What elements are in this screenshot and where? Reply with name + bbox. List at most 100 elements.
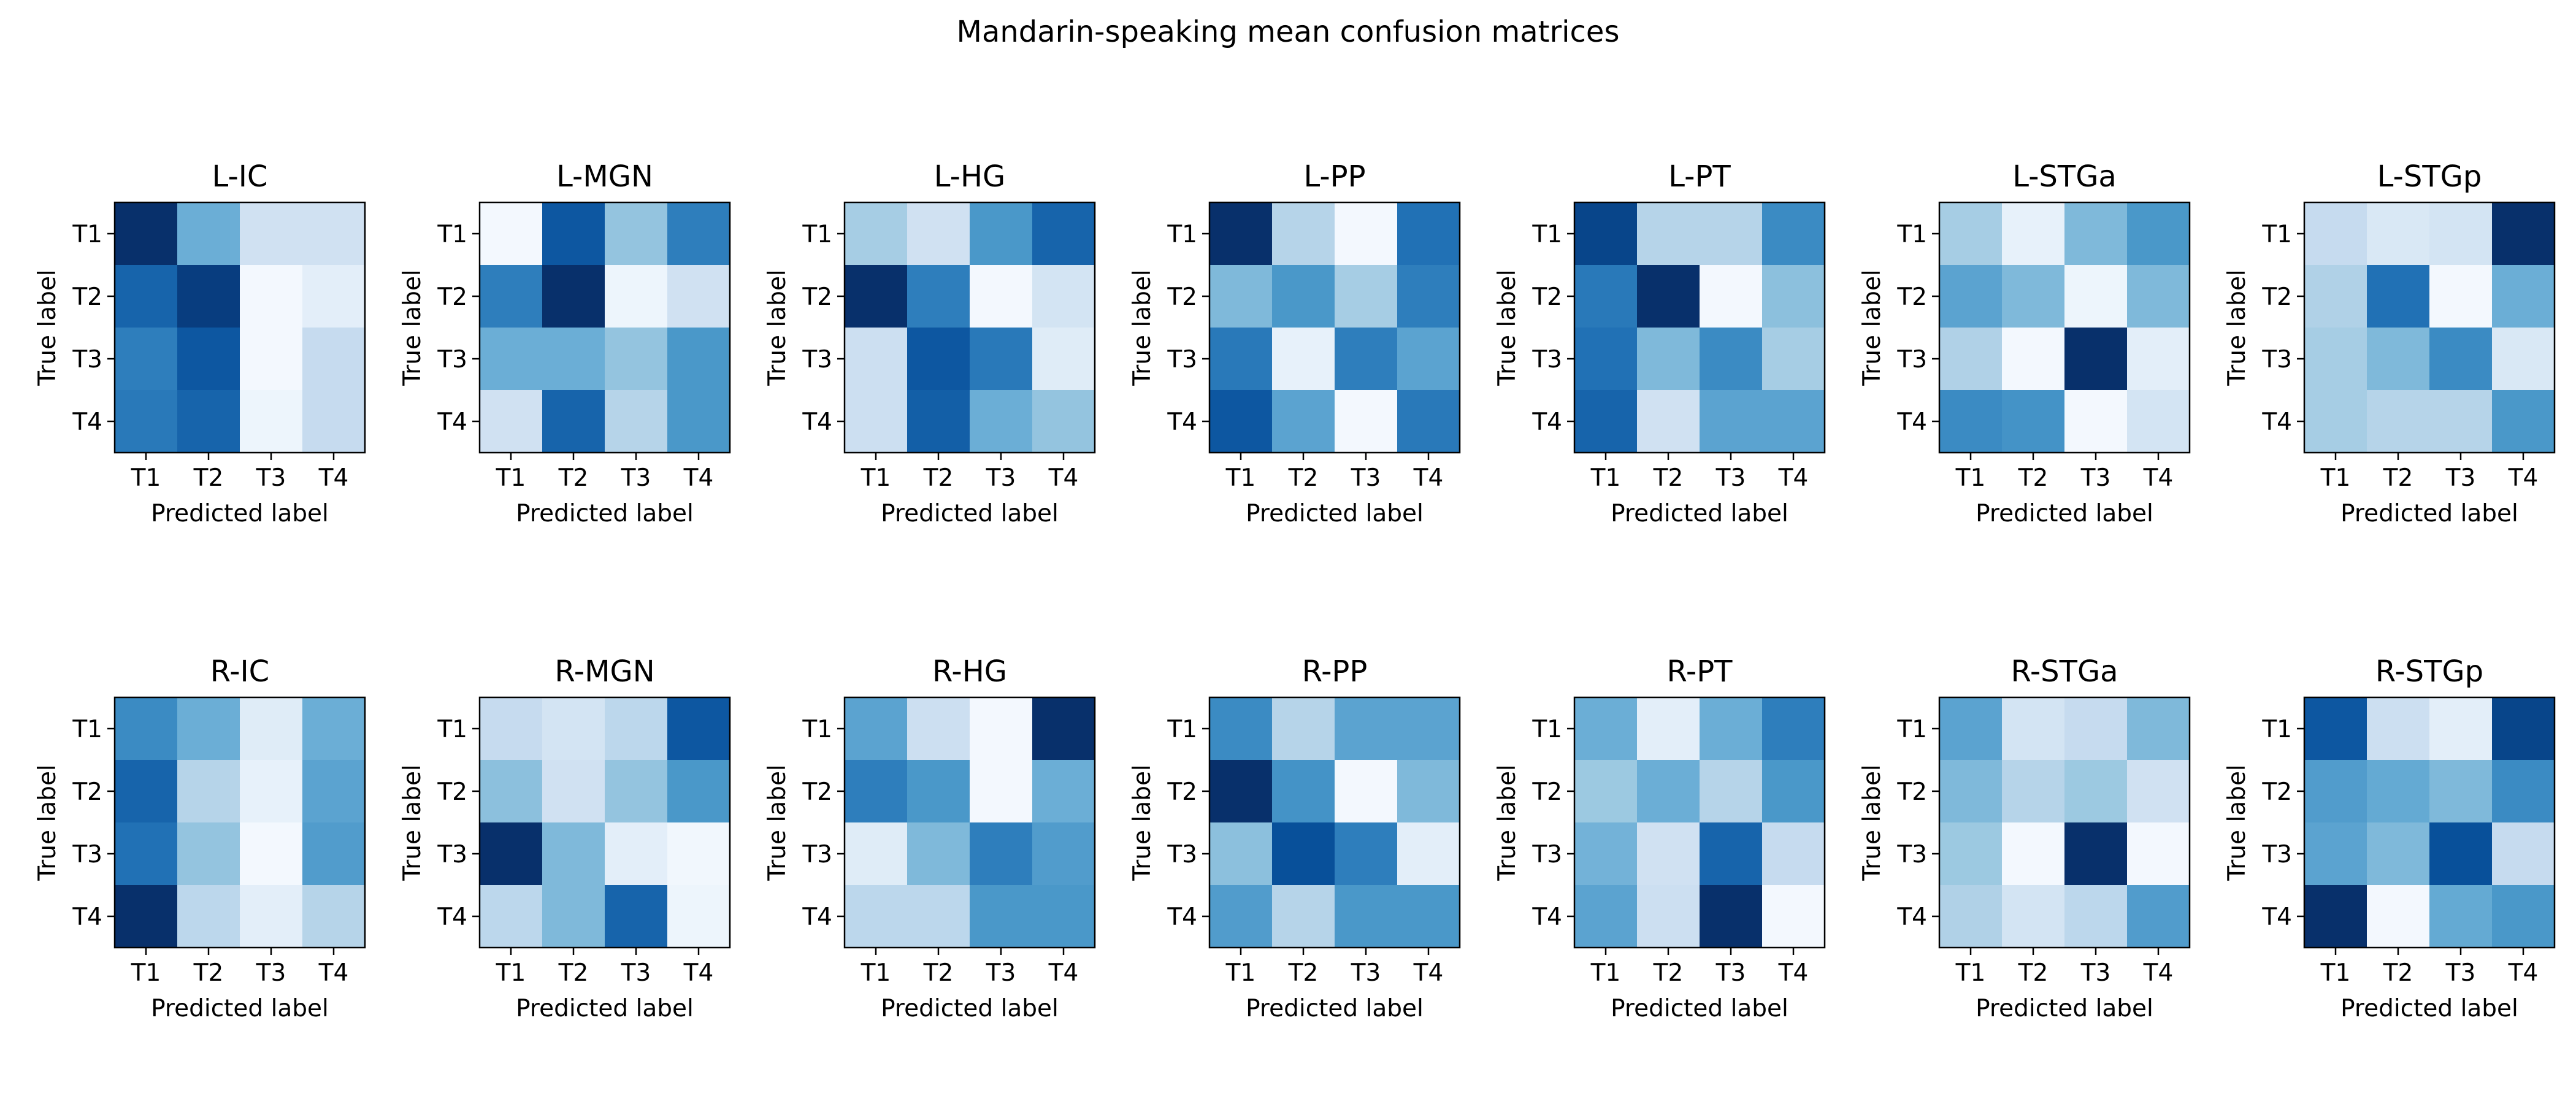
heatmap-cell xyxy=(1574,202,1638,266)
x-tick-label: T2 xyxy=(1288,959,1319,987)
x-tick-label: T3 xyxy=(1351,464,1381,492)
y-axis-label: True label xyxy=(2223,764,2251,881)
heatmap-cell xyxy=(2429,265,2493,328)
heatmap-cell xyxy=(1032,265,1095,328)
heatmap-cell xyxy=(480,328,543,391)
x-tick-label: T3 xyxy=(1351,959,1381,987)
panel-l-stga: L-STGa T1 T1 T2 T2 T3 T3 T4 T4 Predicted label Tru… xyxy=(1858,159,2191,527)
heatmap-cell xyxy=(1574,697,1638,761)
x-tick-label: T2 xyxy=(558,959,589,987)
heatmap-cell xyxy=(1637,390,1700,453)
heatmap-cell xyxy=(1939,328,2003,391)
heatmap-cell xyxy=(115,202,178,266)
heatmap-cell xyxy=(667,697,730,761)
y-tick-label: T3 xyxy=(1167,841,1197,868)
heatmap-cell xyxy=(667,202,730,266)
x-tick-label: T2 xyxy=(1288,464,1319,492)
x-tick-label: T2 xyxy=(923,464,954,492)
heatmap-cell xyxy=(1637,760,1700,823)
heatmap-cell xyxy=(1209,265,1273,328)
heatmap-cell xyxy=(845,822,908,886)
heatmap-cell xyxy=(1939,760,2003,823)
heatmap-cell xyxy=(1574,265,1638,328)
heatmap-cell xyxy=(970,885,1033,948)
y-tick-label: T4 xyxy=(1896,903,1927,931)
y-tick-label: T1 xyxy=(1167,716,1197,743)
y-tick-label: T3 xyxy=(1531,346,1562,374)
x-tick-label: T2 xyxy=(1653,959,1684,987)
y-tick-label: T1 xyxy=(72,221,102,248)
x-axis-label: Predicted label xyxy=(151,995,329,1022)
heatmap-cell xyxy=(2304,760,2367,823)
matrix-frame xyxy=(113,696,366,949)
panel-l-ic: L-IC T1 T1 T2 T2 T3 T3 T4 T4 Predicted label True … xyxy=(34,159,366,527)
heatmap-cell xyxy=(115,697,178,761)
heatmap-cell xyxy=(302,202,366,266)
x-tick-label: T1 xyxy=(861,464,891,492)
heatmap-cell xyxy=(2002,390,2065,453)
matrix-frame xyxy=(478,696,731,949)
y-tick-label: T2 xyxy=(72,778,102,806)
panel-title: L-STGa xyxy=(2012,159,2117,194)
heatmap-cell xyxy=(1700,760,1763,823)
x-tick-label: T1 xyxy=(131,464,161,492)
heatmap-cell xyxy=(1939,885,2003,948)
x-tick-label: T3 xyxy=(2080,959,2111,987)
heatmap-cell xyxy=(605,328,668,391)
x-axis-label: Predicted label xyxy=(881,995,1059,1022)
x-axis-label: Predicted label xyxy=(2340,995,2518,1022)
heatmap-cell xyxy=(2127,265,2190,328)
panel-r-mgn: R-MGN T1 T1 T2 T2 T3 T3 T4 T4 Predicted label True… xyxy=(399,654,731,1022)
x-tick-label: T3 xyxy=(1715,464,1746,492)
heatmap-cell xyxy=(970,390,1033,453)
heatmap-cell xyxy=(970,328,1033,391)
heatmap-cell xyxy=(1637,697,1700,761)
y-tick-label: T3 xyxy=(437,346,467,374)
x-tick-label: T4 xyxy=(1778,464,1809,492)
heatmap-cell xyxy=(177,697,240,761)
heatmap-cell xyxy=(1032,760,1095,823)
heatmap-cell xyxy=(1700,822,1763,886)
heatmap-cell xyxy=(302,760,366,823)
y-axis-label: True label xyxy=(1858,269,1886,386)
heatmap-cell xyxy=(542,822,605,886)
x-tick-label: T4 xyxy=(318,464,349,492)
heatmap-cell xyxy=(970,760,1033,823)
y-tick-label: T2 xyxy=(1896,283,1927,311)
heatmap-cell xyxy=(2492,328,2555,391)
y-tick-label: T1 xyxy=(802,716,832,743)
heatmap-cell xyxy=(2492,265,2555,328)
heatmap-cell xyxy=(2002,822,2065,886)
heatmap-cell xyxy=(2429,822,2493,886)
heatmap-cell xyxy=(542,760,605,823)
heatmap-cell xyxy=(1272,202,1335,266)
heatmap-cell xyxy=(480,760,543,823)
heatmap-cell xyxy=(2002,265,2065,328)
heatmap-cell xyxy=(1032,328,1095,391)
heatmap-cell xyxy=(970,202,1033,266)
heatmap-cell xyxy=(1209,760,1273,823)
y-tick-label: T3 xyxy=(1167,346,1197,374)
y-tick-label: T1 xyxy=(1531,716,1562,743)
y-axis-label: True label xyxy=(399,269,426,386)
y-tick-label: T2 xyxy=(2261,778,2292,806)
heatmap-cell xyxy=(2064,822,2128,886)
matrix-frame xyxy=(113,201,366,454)
x-tick-label: T1 xyxy=(2320,464,2351,492)
heatmap-cell xyxy=(1637,202,1700,266)
panel-r-stga: R-STGa T1 T1 T2 T2 T3 T3 T4 T4 Predicted label Tru… xyxy=(1858,654,2191,1022)
y-tick-label: T3 xyxy=(72,841,102,868)
heatmap-cell xyxy=(302,328,366,391)
panel-l-stgp: L-STGp T1 T1 T2 T2 T3 T3 T4 T4 Predicted label Tru… xyxy=(2223,159,2556,527)
heatmap-cell xyxy=(302,265,366,328)
panel-title: L-MGN xyxy=(556,159,653,194)
y-tick-label: T4 xyxy=(2261,903,2292,931)
heatmap-cell xyxy=(2367,202,2430,266)
x-axis-label: Predicted label xyxy=(1611,500,1788,527)
panel-r-ic: R-IC T1 T1 T2 T2 T3 T3 T4 T4 Predicted label True … xyxy=(34,654,366,1022)
y-tick-label: T3 xyxy=(2261,346,2292,374)
y-axis-label: True label xyxy=(1858,764,1886,881)
y-tick-label: T2 xyxy=(2261,283,2292,311)
heatmap-cell xyxy=(480,822,543,886)
